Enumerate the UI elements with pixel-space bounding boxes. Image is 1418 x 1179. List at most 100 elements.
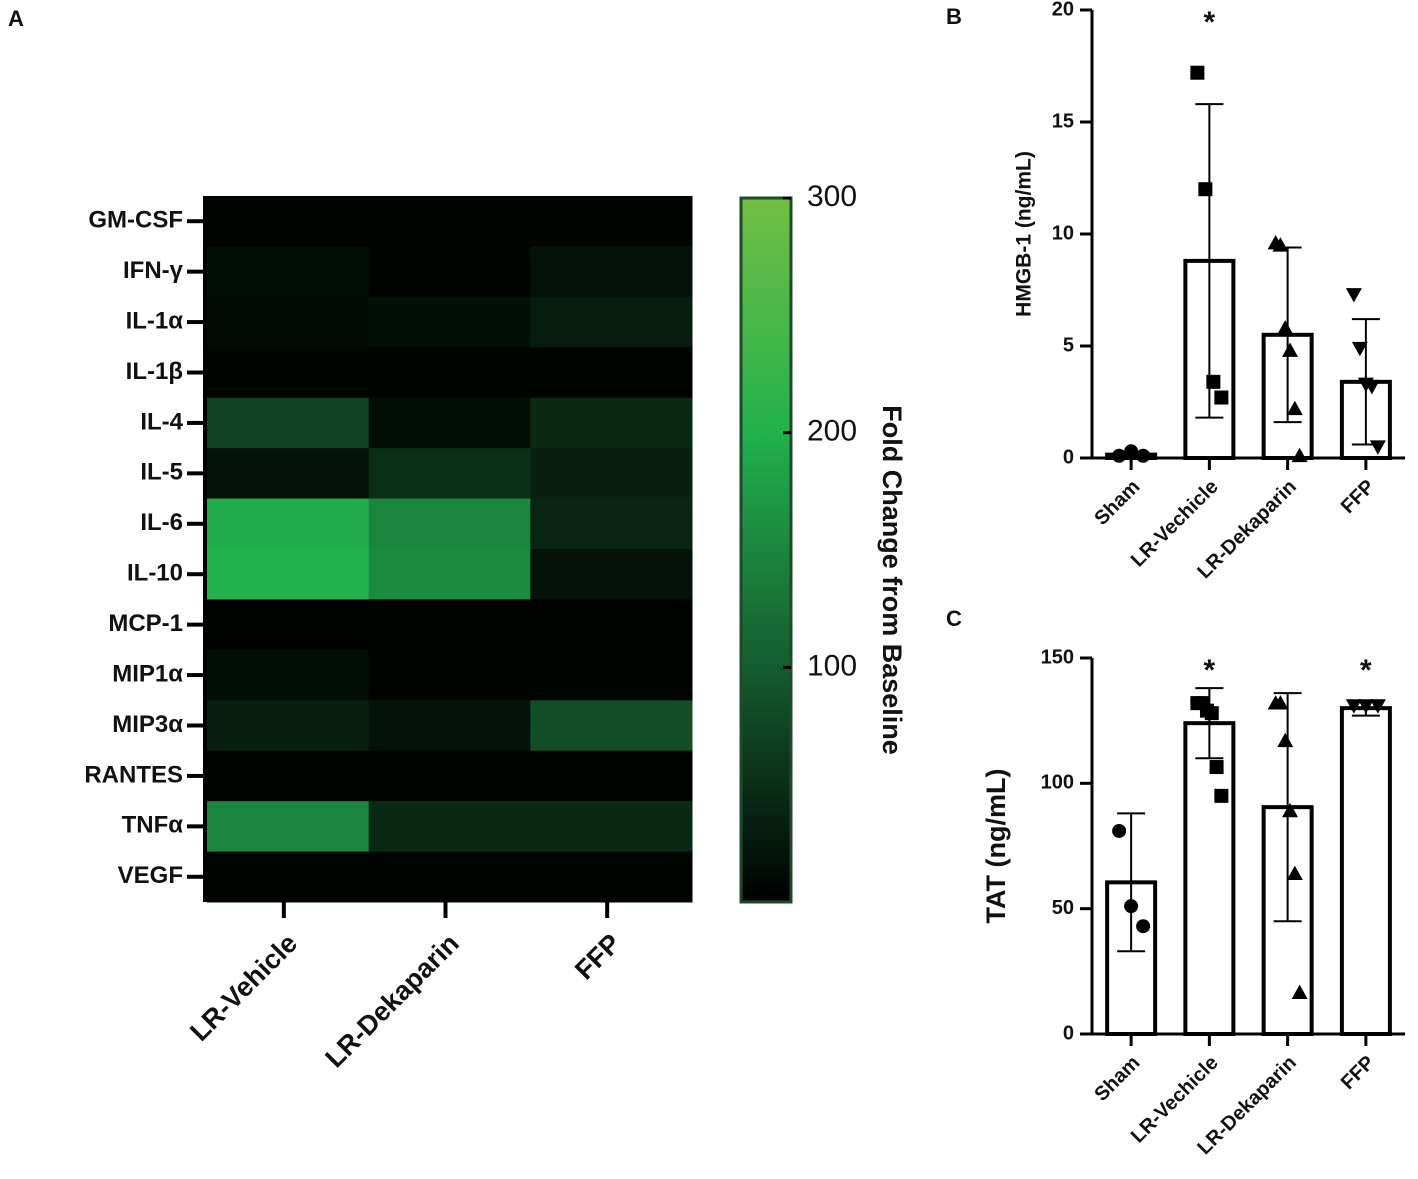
data-point bbox=[1291, 984, 1308, 1000]
y-tick-label: 0 bbox=[1063, 446, 1074, 468]
data-point bbox=[1214, 390, 1229, 405]
heatmap-cell bbox=[207, 397, 370, 449]
x-tick-label: Sham bbox=[1090, 1052, 1144, 1106]
row-label: RANTES bbox=[84, 761, 183, 788]
heatmap-cell bbox=[207, 347, 370, 399]
row-label: MIP3α bbox=[112, 711, 183, 738]
y-tick-label: 10 bbox=[1052, 222, 1074, 244]
heatmap-cell bbox=[368, 347, 531, 399]
panel-label: C bbox=[946, 606, 962, 631]
heatmap-cell bbox=[368, 498, 531, 550]
heatmap-cell bbox=[368, 296, 531, 348]
heatmap-cell bbox=[530, 196, 693, 247]
colorbar-label: Fold Change from Baseline bbox=[877, 405, 907, 755]
heatmap-cell bbox=[368, 397, 531, 449]
y-tick-label: 5 bbox=[1063, 334, 1074, 356]
data-point bbox=[1351, 341, 1368, 357]
panel-label: A bbox=[8, 6, 24, 31]
y-axis-label: TAT (ng/mL) bbox=[981, 769, 1011, 924]
heatmap-cell bbox=[368, 700, 531, 752]
data-point bbox=[1112, 448, 1127, 463]
data-point bbox=[1136, 448, 1151, 463]
bar bbox=[1339, 706, 1392, 1037]
data-point bbox=[1272, 695, 1289, 710]
heatmap-cell bbox=[207, 851, 370, 903]
heatmap-cell bbox=[207, 750, 370, 802]
y-tick-label: 100 bbox=[1041, 772, 1074, 794]
bar bbox=[1183, 721, 1236, 1036]
data-point bbox=[1286, 400, 1303, 416]
row-label: IL-10 bbox=[127, 560, 183, 587]
y-tick-label: 150 bbox=[1041, 646, 1074, 668]
heatmap-cell bbox=[530, 649, 693, 701]
row-label: TNFα bbox=[122, 812, 184, 839]
data-point bbox=[1282, 342, 1299, 357]
data-point bbox=[1124, 444, 1139, 459]
data-point bbox=[1272, 237, 1289, 252]
colorbar-tick-label: 200 bbox=[807, 415, 857, 448]
data-point bbox=[1286, 865, 1303, 880]
heatmap-cell bbox=[530, 347, 693, 399]
x-tick-label: FFP bbox=[1337, 1052, 1379, 1094]
data-point bbox=[1198, 182, 1213, 197]
data-point bbox=[1345, 699, 1362, 714]
heatmap-cell bbox=[368, 851, 531, 903]
heatmap-cell bbox=[207, 296, 370, 348]
data-point bbox=[1369, 440, 1386, 455]
colorbar-tick-label: 300 bbox=[807, 180, 857, 213]
data-point bbox=[1277, 320, 1294, 335]
heatmap-cell bbox=[368, 750, 531, 802]
data-point bbox=[1112, 823, 1127, 838]
y-tick-label: 20 bbox=[1052, 0, 1074, 20]
heatmap-cell bbox=[207, 196, 370, 247]
data-point bbox=[1363, 379, 1380, 395]
column-label: FFP bbox=[569, 928, 626, 985]
heatmap-cell bbox=[530, 549, 693, 600]
heatmap-cell bbox=[207, 549, 370, 600]
significance-mark: * bbox=[1204, 6, 1216, 39]
panel-label: B bbox=[946, 4, 962, 29]
x-tick-label: Sham bbox=[1090, 476, 1144, 530]
heatmap-cell bbox=[207, 599, 370, 651]
data-point bbox=[1209, 760, 1224, 775]
data-point bbox=[1357, 699, 1374, 714]
data-point bbox=[1345, 288, 1362, 303]
heatmap-cell bbox=[368, 448, 531, 500]
y-tick-label: 15 bbox=[1052, 110, 1074, 132]
x-tick-label: FFP bbox=[1337, 476, 1379, 518]
heatmap-cell bbox=[530, 599, 693, 651]
row-label: IFN-γ bbox=[123, 257, 184, 284]
data-point bbox=[1277, 732, 1294, 748]
heatmap-cell bbox=[368, 196, 531, 247]
heatmap-cell bbox=[530, 498, 693, 550]
heatmap-cell bbox=[368, 549, 531, 600]
row-label: IL-1β bbox=[126, 358, 183, 385]
heatmap-cell bbox=[368, 246, 531, 298]
row-label: IL-5 bbox=[140, 459, 183, 486]
column-label: LR-Vehicle bbox=[184, 928, 303, 1047]
heatmap-cell bbox=[368, 599, 531, 651]
data-point bbox=[1369, 699, 1386, 714]
heatmap-cell bbox=[368, 649, 531, 701]
data-point bbox=[1214, 788, 1229, 803]
heatmap-cell bbox=[530, 700, 693, 752]
row-label: MIP1α bbox=[112, 660, 183, 687]
heatmap-cell bbox=[530, 246, 693, 298]
data-point bbox=[1190, 65, 1205, 80]
significance-mark: * bbox=[1360, 654, 1372, 687]
heatmap-cell bbox=[530, 296, 693, 348]
row-label: VEGF bbox=[118, 862, 183, 889]
colorbar-tick-label: 100 bbox=[807, 649, 857, 682]
heatmap-cell bbox=[368, 801, 531, 853]
y-axis-label: HMGB-1 (ng/mL) bbox=[1013, 151, 1036, 317]
heatmap-cell bbox=[530, 397, 693, 449]
heatmap-cell bbox=[207, 498, 370, 550]
heatmap-cell bbox=[530, 851, 693, 903]
data-point bbox=[1206, 374, 1221, 389]
heatmap-cell bbox=[207, 448, 370, 500]
y-tick-label: 50 bbox=[1052, 897, 1074, 919]
heatmap-cell bbox=[530, 448, 693, 500]
heatmap-cell bbox=[207, 700, 370, 752]
heatmap-cell bbox=[530, 801, 693, 853]
row-label: IL-1α bbox=[126, 307, 184, 334]
